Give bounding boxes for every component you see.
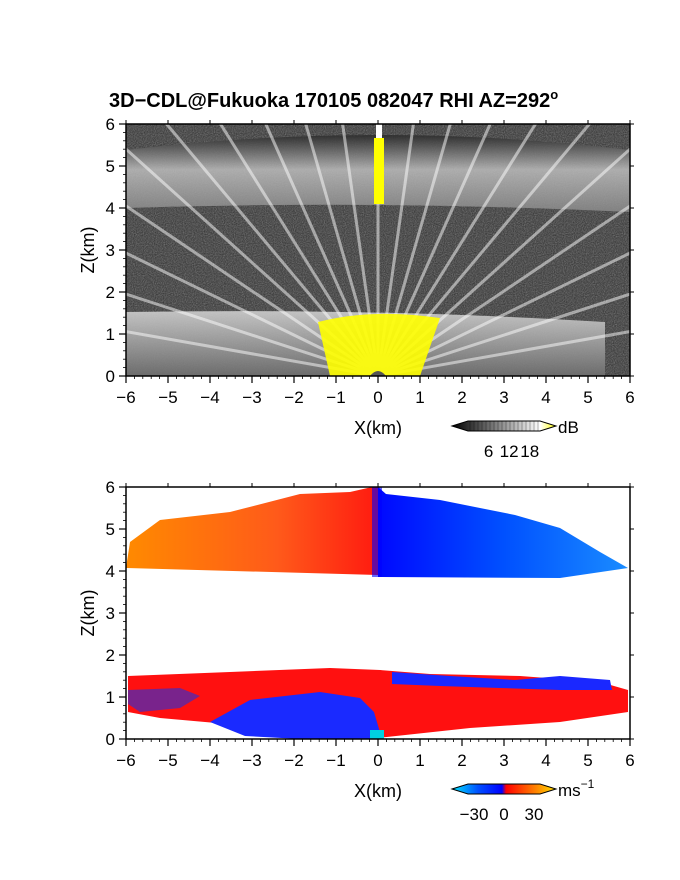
upper-positive-region [126,487,378,575]
x-tick-label: 5 [583,388,592,407]
saturated-upper [374,138,384,204]
y-tick-label: 4 [106,562,115,581]
upper-negative-region [378,487,628,578]
x-tick-label: −3 [242,751,261,770]
reflectivity-colorbar: dB 6 12 18 [450,418,579,461]
beam-ray [126,147,380,376]
reflectivity-colorbar-unit: dB [558,418,579,437]
x-tick-label: −6 [116,751,135,770]
beam-ray [377,204,630,376]
beam-ray [376,124,452,376]
x-tick-label: 3 [499,388,508,407]
saturated-lower [318,313,440,376]
velocity-colorbar: ms−1 −30 0 30 [450,777,595,824]
colorbar-tick-label: 18 [520,442,539,461]
reflectivity-axes: −6 −5 −4 −3 −2 −1 0 1 2 3 4 5 6 0 1 2 3 4 5 6 [106,115,635,407]
beam-ray [377,251,630,376]
beam-rays [126,124,630,376]
beam-ray [377,292,630,376]
beam-ray [126,204,379,376]
velocity-panel: −6 −5 −4 −3 −2 −1 0 1 2 3 4 5 6 0 1 2 3 4 5 6 X(km) Z(km) m… [78,478,635,824]
x-tick-label: 0 [373,751,382,770]
y-tick-label: 0 [106,367,115,386]
beam-ray [126,251,379,376]
velocity-xlabel: X(km) [354,781,402,801]
beam-ray [341,124,380,376]
reflectivity-field [126,124,630,376]
beam-ray [126,330,379,376]
y-tick-label: 3 [106,604,115,623]
colorbar-tick-label: 12 [500,442,519,461]
y-tick-label: 2 [106,283,115,302]
beam-ray [304,124,380,376]
x-tick-label: −2 [284,388,303,407]
y-tick-label: 1 [106,325,115,344]
x-tick-label: 0 [373,388,382,407]
x-tick-label: −2 [284,751,303,770]
y-tick-label: 6 [106,115,115,134]
velocity-field [126,487,630,739]
y-tick-label: 1 [106,688,115,707]
x-tick-label: −5 [158,751,177,770]
beam-ray [376,147,630,376]
lower-negative-region-top [392,672,612,690]
velocity-ylabel: Z(km) [78,590,98,637]
beam-ray [164,124,380,376]
colorbar-tick-label: −30 [460,805,489,824]
velocity-colorbar-unit: ms−1 [558,777,595,800]
x-tick-label: 5 [583,751,592,770]
beam-ray [377,330,630,376]
x-tick-label: 2 [457,388,466,407]
x-tick-label: −4 [200,751,219,770]
x-tick-label: −5 [158,388,177,407]
reflectivity-xlabel: X(km) [354,418,402,438]
velocity-axes: −6 −5 −4 −3 −2 −1 0 1 2 3 4 5 6 0 1 2 3 4 5 6 [106,478,635,770]
x-tick-label: 1 [415,388,424,407]
y-tick-label: 3 [106,241,115,260]
x-tick-label: 3 [499,751,508,770]
y-tick-label: 2 [106,646,115,665]
reflectivity-ylabel: Z(km) [78,227,98,274]
near-field-cyan [370,730,384,739]
beam-ray [376,124,592,376]
colorbar-tick-label: 30 [525,805,544,824]
colorbar-tick-label: 6 [484,442,493,461]
x-tick-label: −3 [242,388,261,407]
x-tick-label: 4 [541,388,550,407]
y-tick-label: 0 [106,730,115,749]
x-tick-label: −1 [326,751,345,770]
colorbar-tick-label: 0 [499,805,508,824]
x-tick-label: 4 [541,751,550,770]
x-tick-label: −1 [326,388,345,407]
beam-ray [218,124,380,376]
x-tick-label: 1 [415,751,424,770]
lower-negative-region-left [210,692,382,739]
x-tick-label: 2 [457,751,466,770]
y-tick-label: 5 [106,157,115,176]
y-tick-label: 6 [106,478,115,497]
beam-ray [376,124,415,376]
x-tick-label: 6 [625,388,634,407]
y-tick-label: 4 [106,199,115,218]
beam-ray [376,124,538,376]
beam-ray [376,124,492,376]
beam-ray [264,124,380,376]
beam-ray [126,292,379,376]
y-tick-label: 5 [106,520,115,539]
x-tick-label: −4 [200,388,219,407]
chart-title: 3D−CDL@Fukuoka 170105 082047 RHI AZ=292o [109,87,558,112]
x-tick-label: 6 [625,751,634,770]
x-tick-label: −6 [116,388,135,407]
